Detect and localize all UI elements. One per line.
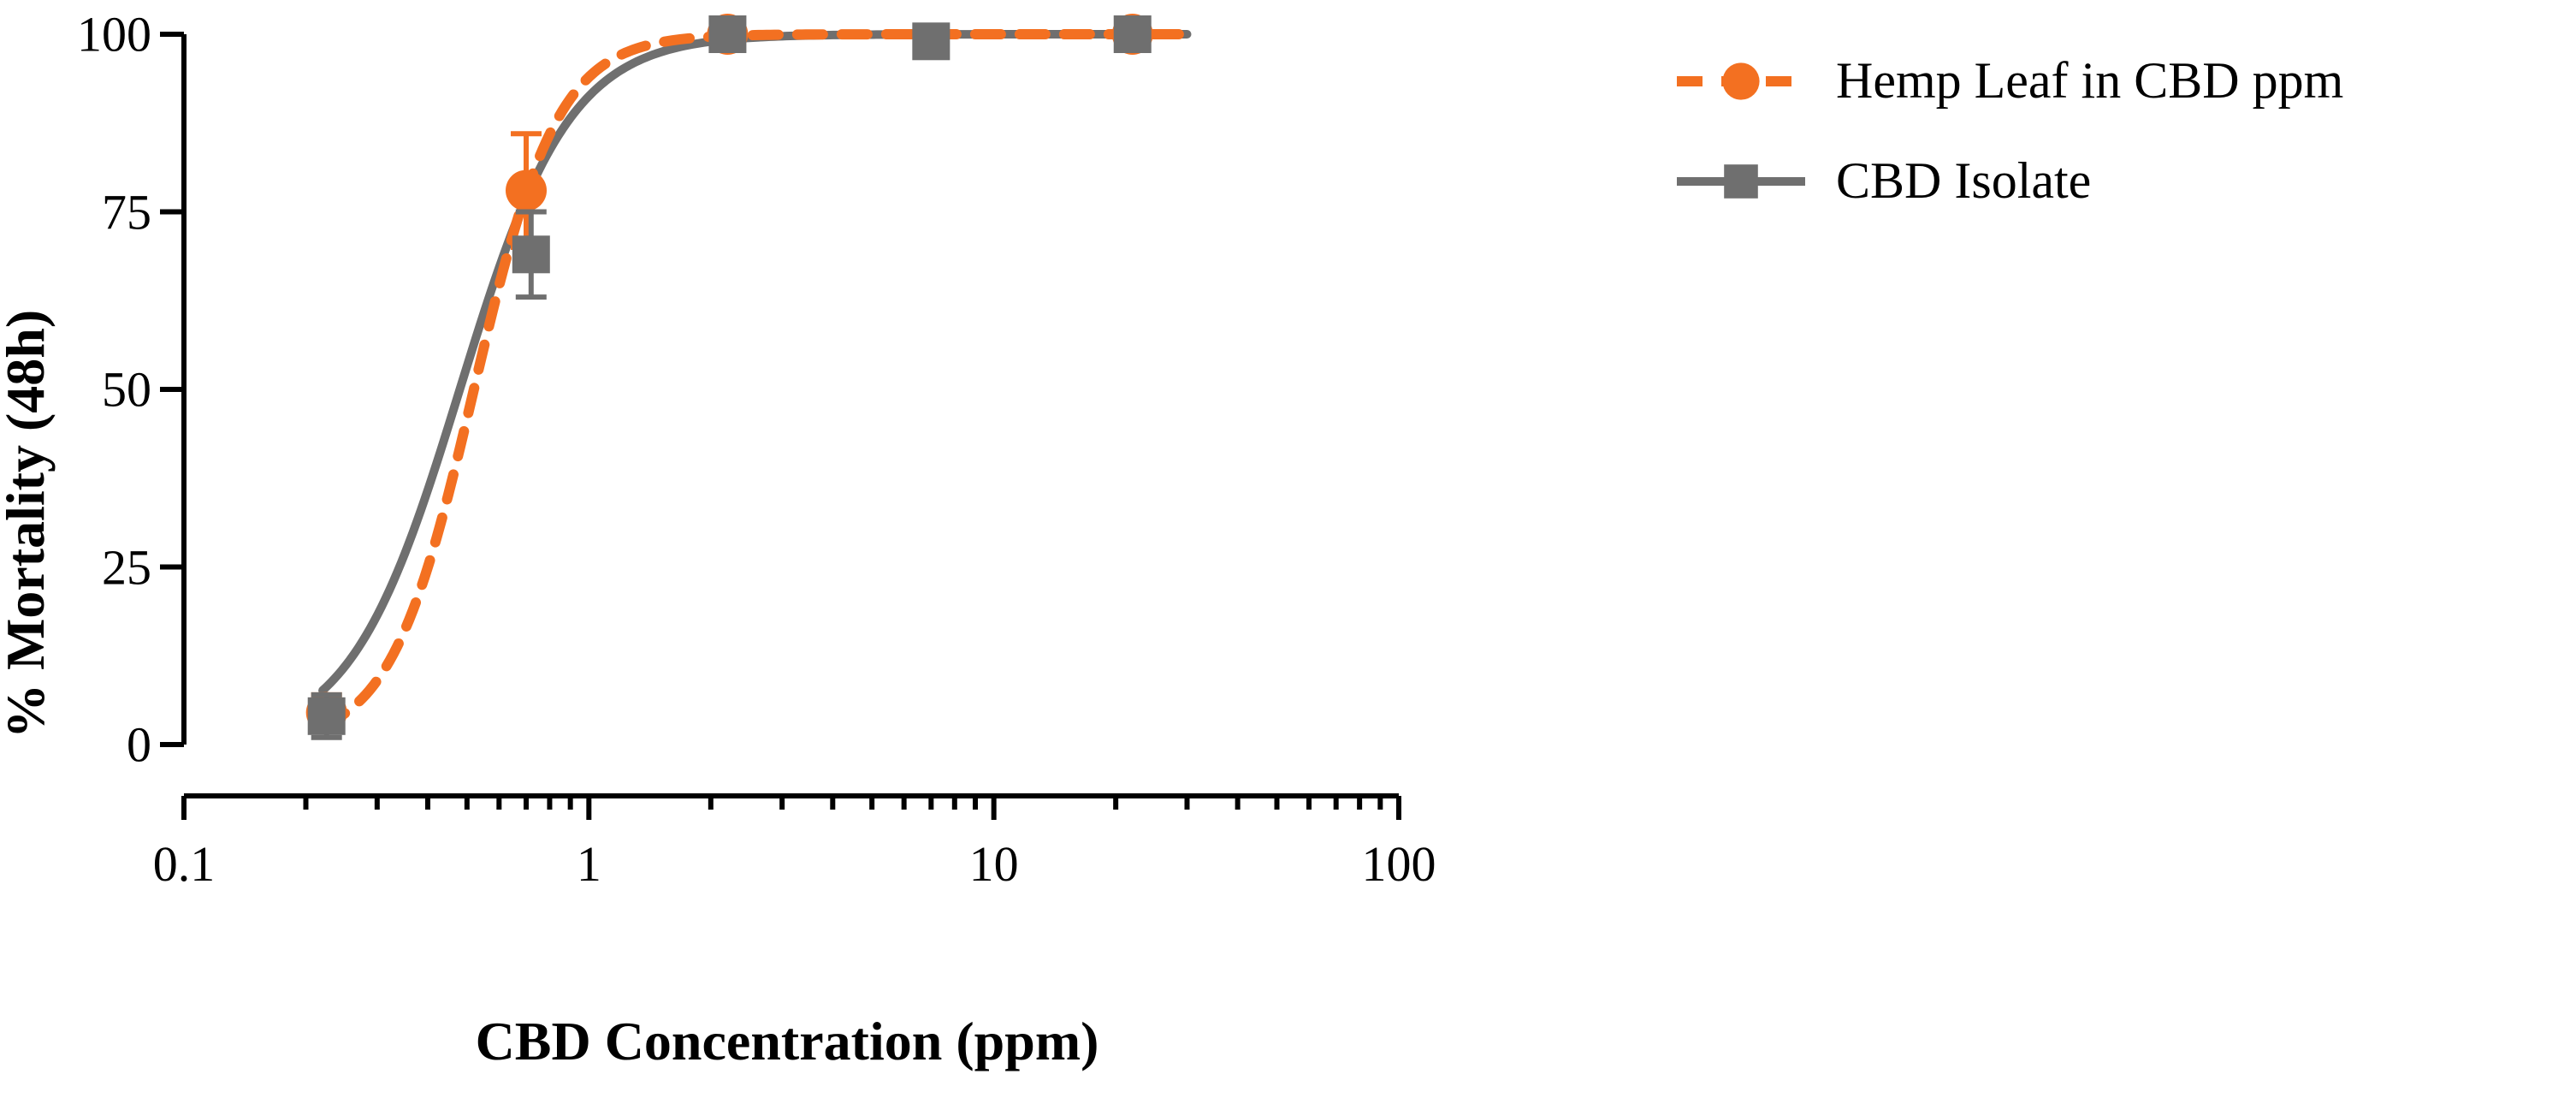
legend-label-hemp: Hemp Leaf in CBD ppm [1836,51,2343,110]
x-tick-label: 10 [969,835,1019,893]
dose-response-chart: % Mortality (48h) CBD Concentration (ppm… [0,0,2576,1098]
legend-swatch-isolate [1677,156,1805,207]
y-tick-label: 75 [49,183,151,240]
x-tick-label: 0.1 [153,835,216,893]
y-tick-label: 50 [49,361,151,418]
y-tick-label: 25 [49,538,151,596]
legend-swatch-hemp [1677,56,1805,107]
legend-label-isolate: CBD Isolate [1836,151,2091,211]
x-tick-label: 1 [577,835,601,893]
y-tick-label: 0 [49,716,151,774]
x-tick-label: 100 [1362,835,1436,893]
x-axis-label: CBD Concentration (ppm) [476,1010,1099,1073]
legend: Hemp Leaf in CBD ppm CBD Isolate [1677,51,2343,252]
y-tick-label: 100 [49,6,151,63]
legend-item-hemp: Hemp Leaf in CBD ppm [1677,51,2343,110]
legend-item-isolate: CBD Isolate [1677,151,2343,211]
